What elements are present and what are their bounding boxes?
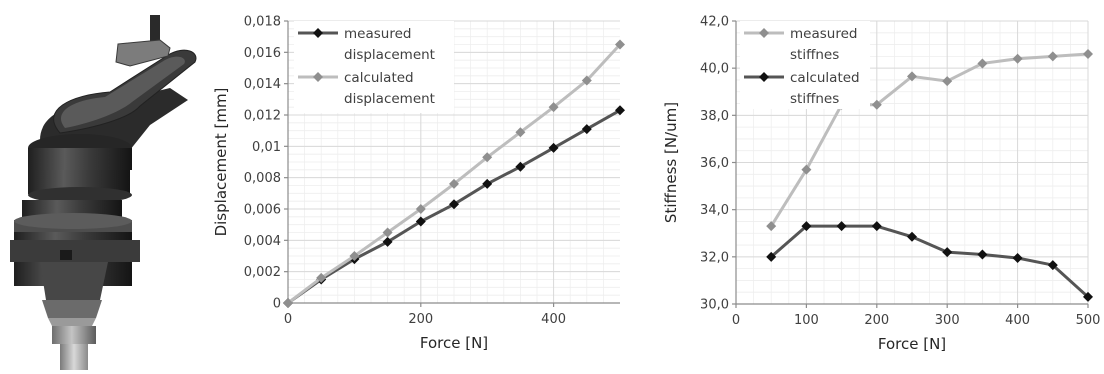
legend-label-0: displacement — [344, 47, 435, 63]
x-tick-label: 200 — [864, 313, 889, 328]
legend-label-0: measured — [790, 26, 857, 42]
legend-swatch-marker-1 — [759, 72, 769, 82]
data-point-0 — [871, 99, 882, 110]
data-point-1 — [1012, 253, 1023, 264]
data-point-1 — [801, 221, 812, 232]
data-point-1 — [415, 204, 426, 214]
data-point-1 — [977, 249, 988, 260]
y-tick-label: 0,004 — [244, 234, 281, 249]
y-tick-label: 0,018 — [244, 15, 281, 30]
y-tick-label: 40,0 — [700, 62, 729, 77]
y-tick-label: 0,014 — [244, 77, 281, 92]
legend-label-0: measured — [344, 26, 411, 42]
x-tick-label: 100 — [794, 313, 819, 328]
data-point-0 — [801, 164, 812, 175]
y-tick-label: 38,0 — [700, 109, 729, 124]
y-tick-label: 0,012 — [244, 109, 281, 124]
x-tick-label: 0 — [732, 313, 740, 328]
data-point-1 — [1083, 291, 1093, 302]
data-point-1 — [482, 152, 493, 163]
x-tick-label: 400 — [541, 312, 566, 327]
data-point-0 — [515, 161, 526, 172]
data-point-1 — [871, 221, 882, 232]
data-point-0 — [942, 76, 953, 87]
spindle-actuator-render-icon — [10, 15, 197, 370]
y-tick-label: 0,016 — [244, 46, 281, 61]
data-point-0 — [382, 236, 393, 247]
data-point-0 — [548, 142, 559, 153]
data-point-0 — [449, 199, 459, 210]
data-point-0 — [1047, 51, 1058, 62]
data-point-1 — [515, 127, 526, 138]
data-point-1 — [907, 231, 917, 242]
data-point-0 — [1012, 53, 1023, 64]
stiffness-chart: 30,0 32,0 34,0 36,0 38,0 40,0 42,0 0 100 200 300 40… — [662, 15, 1100, 354]
data-point-0 — [482, 178, 493, 189]
y-axis-title: Displacement [mm] — [212, 88, 230, 237]
series-line-0 — [769, 52, 1089, 227]
y-tick-label: 30,0 — [700, 298, 729, 313]
data-point-0 — [766, 221, 777, 232]
data-point-0 — [907, 71, 917, 82]
data-point-1 — [615, 39, 625, 50]
data-point-1 — [942, 247, 953, 258]
data-point-0 — [1083, 49, 1093, 60]
x-tick-label: 0 — [284, 312, 292, 327]
data-point-1 — [349, 251, 360, 261]
y-tick-label: 0,002 — [244, 265, 281, 280]
data-point-0 — [615, 105, 625, 116]
x-tick-label: 200 — [408, 312, 433, 327]
displacement-chart: 0 0,002 0,004 0,006 0,008 0,01 0,012 0,014 0,016… — [212, 15, 625, 352]
y-tick-label: 0,01 — [252, 140, 281, 155]
series-line-1 — [770, 224, 1090, 299]
data-point-0 — [415, 216, 426, 227]
data-point-1 — [382, 227, 393, 238]
y-tick-label: 36,0 — [700, 156, 729, 171]
x-tick-label: 400 — [1005, 313, 1030, 328]
data-point-1 — [548, 102, 559, 113]
legend-label-1: calculated — [790, 70, 860, 86]
legend-label-1: stiffnes — [790, 91, 839, 107]
x-tick-label: 300 — [935, 313, 960, 328]
y-tick-label: 0,006 — [244, 203, 281, 218]
legend-label-1: calculated — [344, 70, 414, 86]
y-tick-label: 0 — [273, 297, 281, 312]
data-point-0 — [581, 124, 592, 135]
data-point-1 — [449, 178, 459, 189]
y-tick-label: 32,0 — [700, 250, 729, 265]
data-point-1 — [766, 251, 777, 262]
legend-swatch-marker-0 — [759, 28, 769, 38]
legend-box — [294, 21, 454, 113]
data-point-1 — [1047, 260, 1058, 271]
data-point-1 — [316, 272, 327, 283]
legend-swatch-marker-0 — [313, 28, 323, 38]
legend-label-0: stiffnes — [790, 47, 839, 63]
y-tick-label: 0,008 — [244, 171, 281, 186]
x-axis-title: Force [N] — [420, 334, 488, 352]
x-axis-title: Force [N] — [878, 335, 946, 353]
legend-label-1: displacement — [344, 91, 435, 107]
data-point-1 — [581, 75, 592, 86]
legend-swatch-marker-1 — [313, 72, 323, 82]
y-tick-label: 42,0 — [700, 15, 729, 30]
x-tick-label: 500 — [1076, 313, 1101, 328]
data-point-0 — [977, 58, 988, 69]
y-axis-title: Stiffness [N/um] — [662, 102, 680, 223]
data-point-1 — [283, 298, 293, 308]
data-point-1 — [836, 221, 847, 232]
y-tick-label: 34,0 — [700, 203, 729, 218]
